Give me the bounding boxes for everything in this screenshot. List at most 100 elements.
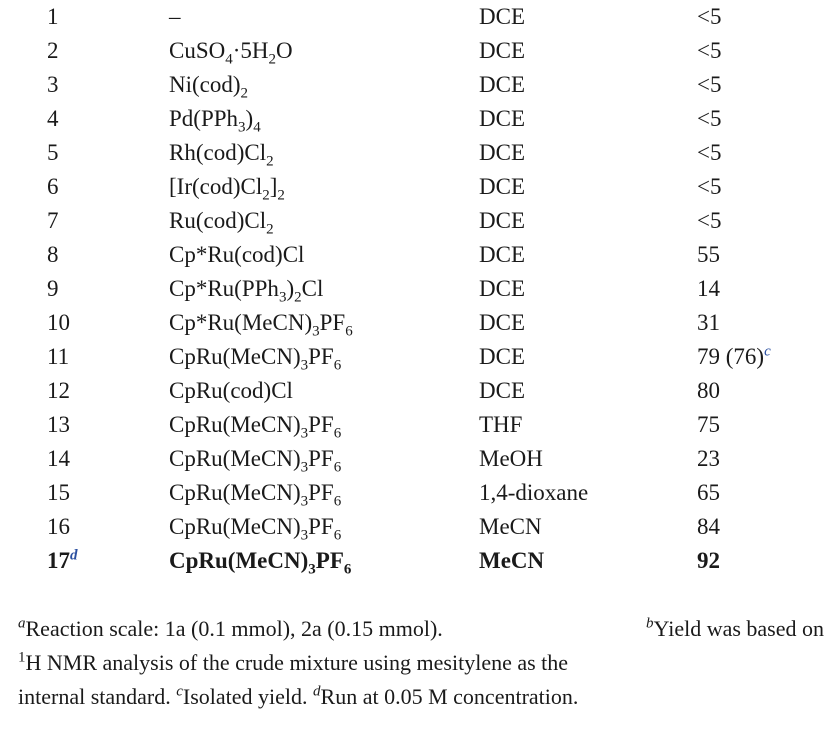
- entry-number: 1: [47, 4, 59, 29]
- yield-cell: 80: [697, 374, 720, 408]
- yield-value: 23: [697, 446, 720, 471]
- solvent-cell: DCE: [479, 174, 525, 199]
- catalyst-cell: Ni(cod)2: [169, 72, 249, 102]
- entry-number: 5: [47, 140, 59, 165]
- entry-number: 8: [47, 242, 59, 267]
- entry-cell: 5: [47, 136, 59, 170]
- entry-number: 12: [47, 378, 70, 403]
- yield-value: 14: [697, 276, 720, 301]
- yield-value: 79 (76): [697, 344, 765, 369]
- yield-cell: 84: [697, 510, 720, 544]
- table-row: 3 Ni(cod)2 DCE <5: [0, 68, 834, 102]
- yield-value: <5: [697, 208, 722, 233]
- entry-number: 2: [47, 38, 59, 63]
- solvent-cell: DCE: [479, 38, 525, 63]
- footnote-line-3-text: internal standard.: [18, 684, 171, 709]
- solvent-cell: DCE: [479, 208, 525, 233]
- yield-cell: <5: [697, 170, 721, 204]
- solvent-cell: DCE: [479, 378, 525, 403]
- entry-cell: 3: [47, 68, 59, 102]
- entry-number: 10: [47, 310, 70, 335]
- footnote-line-2-text: H NMR analysis of the crude mixture usin…: [25, 650, 569, 675]
- table-row: 17d CpRu(MeCN)3PF6 MeCN 92: [0, 544, 834, 578]
- solvent-cell: DCE: [479, 140, 525, 165]
- footnote-line-3: internal standard. cIsolated yield. dRun…: [18, 680, 824, 714]
- solvent-cell: DCE: [479, 310, 525, 335]
- footnote-a-text: Reaction scale: 1a (0.1 mmol), 2a (0.15 …: [25, 616, 443, 641]
- catalyst-cell: Pd(PPh3)4: [169, 106, 261, 136]
- solvent-cell: DCE: [479, 242, 525, 267]
- catalyst-cell: CpRu(MeCN)3PF6: [169, 344, 342, 374]
- catalyst-cell: CuSO4·5H2O: [169, 38, 293, 68]
- catalyst-cell: CpRu(MeCN)3PF6: [169, 480, 342, 510]
- entry-number: 11: [47, 344, 70, 369]
- catalyst-cell: Rh(cod)Cl2: [169, 140, 274, 170]
- entry-cell: 15: [47, 476, 70, 510]
- yield-value: <5: [697, 72, 722, 97]
- screening-table: 1 – DCE <5 2 CuSO4·5H2O DCE <5 3 Ni(cod)2 DCE <5 4 Pd…: [0, 4, 834, 578]
- entry-number: 14: [47, 446, 70, 471]
- table-row: 2 CuSO4·5H2O DCE <5: [0, 34, 834, 68]
- entry-number: 16: [47, 514, 70, 539]
- table-row: 10 Cp*Ru(MeCN)3PF6 DCE 31: [0, 306, 834, 340]
- yield-cell: <5: [697, 102, 721, 136]
- yield-value: <5: [697, 174, 722, 199]
- yield-value: <5: [697, 4, 722, 29]
- entry-cell: 14: [47, 442, 70, 476]
- footnote-line-2: 1H NMR analysis of the crude mixture usi…: [18, 646, 824, 680]
- solvent-cell: THF: [479, 412, 523, 437]
- entry-cell: 7: [47, 204, 59, 238]
- table-row: 14 CpRu(MeCN)3PF6 MeOH 23: [0, 442, 834, 476]
- catalyst-cell: CpRu(MeCN)3PF6: [169, 548, 352, 578]
- table-row: 12 CpRu(cod)Cl DCE 80: [0, 374, 834, 408]
- yield-cell: 23: [697, 442, 720, 476]
- entry-cell: 2: [47, 34, 59, 68]
- entry-number: 15: [47, 480, 70, 505]
- catalyst-cell: Cp*Ru(PPh3)2Cl: [169, 276, 324, 306]
- entry-cell: 8: [47, 238, 59, 272]
- yield-cell: 65: [697, 476, 720, 510]
- entry-cell: 9: [47, 272, 59, 306]
- yield-cell: <5: [697, 68, 721, 102]
- footnote-c-mark: c: [176, 683, 183, 700]
- footnote-d-text: Run at 0.05 M concentration.: [320, 684, 579, 709]
- entry-number: 17: [47, 548, 70, 573]
- footnote-nmr-superscript: 1: [18, 649, 26, 666]
- catalyst-cell: –: [169, 4, 181, 29]
- solvent-cell: MeCN: [479, 548, 545, 573]
- table-row: 5 Rh(cod)Cl2 DCE <5: [0, 136, 834, 170]
- solvent-cell: DCE: [479, 4, 525, 29]
- entry-note-mark: d: [70, 547, 78, 564]
- entry-number: 7: [47, 208, 59, 233]
- entry-cell: 13: [47, 408, 70, 442]
- entry-cell: 4: [47, 102, 59, 136]
- solvent-cell: DCE: [479, 344, 525, 369]
- table-row: 13 CpRu(MeCN)3PF6 THF 75: [0, 408, 834, 442]
- footnote-c-text: Isolated yield.: [182, 684, 308, 709]
- table-row: 4 Pd(PPh3)4 DCE <5: [0, 102, 834, 136]
- table-row: 15 CpRu(MeCN)3PF6 1,4-dioxane 65: [0, 476, 834, 510]
- yield-cell: 92: [697, 544, 720, 578]
- catalyst-cell: CpRu(MeCN)3PF6: [169, 412, 342, 442]
- entry-number: 6: [47, 174, 59, 199]
- table-row: 16 CpRu(MeCN)3PF6 MeCN 84: [0, 510, 834, 544]
- solvent-cell: MeCN: [479, 514, 542, 539]
- yield-cell: 14: [697, 272, 720, 306]
- table-row: 11 CpRu(MeCN)3PF6 DCE 79 (76)c: [0, 340, 834, 374]
- footnote-b-text: Yield was based on: [653, 616, 824, 641]
- catalyst-cell: Cp*Ru(MeCN)3PF6: [169, 310, 353, 340]
- solvent-cell: DCE: [479, 276, 525, 301]
- table-row: 6 [Ir(cod)Cl2]2 DCE <5: [0, 170, 834, 204]
- catalyst-cell: Cp*Ru(cod)Cl: [169, 242, 305, 267]
- catalyst-cell: Ru(cod)Cl2: [169, 208, 274, 238]
- table-row: 9 Cp*Ru(PPh3)2Cl DCE 14: [0, 272, 834, 306]
- entry-number: 9: [47, 276, 59, 301]
- yield-value: 55: [697, 242, 720, 267]
- entry-cell: 12: [47, 374, 70, 408]
- yield-cell: <5: [697, 136, 721, 170]
- yield-cell: 75: [697, 408, 720, 442]
- yield-cell: <5: [697, 34, 721, 68]
- catalyst-cell: CpRu(MeCN)3PF6: [169, 446, 342, 476]
- footnote-a-mark: a: [18, 615, 26, 632]
- yield-cell: 55: [697, 238, 720, 272]
